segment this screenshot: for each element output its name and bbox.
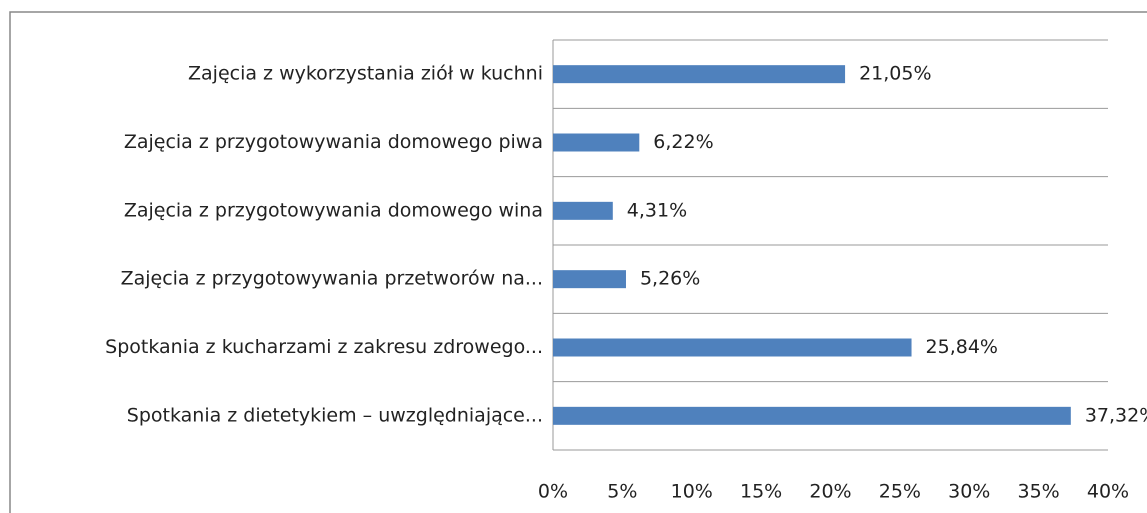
bar — [553, 338, 912, 357]
y-tick-label: Zajęcia z przygotowywania przetworów na.… — [121, 268, 543, 290]
data-label: 5,26% — [640, 268, 700, 290]
data-label: 25,84% — [926, 336, 998, 358]
x-tick-label: 15% — [740, 481, 782, 503]
chart-frame — [9, 11, 1147, 513]
x-tick-label: 10% — [671, 481, 713, 503]
y-tick-label: Spotkania z dietetykiem – uwzględniające… — [127, 404, 543, 426]
y-tick-label: Zajęcia z wykorzystania ziół w kuchni — [188, 63, 543, 85]
y-tick-label: Zajęcia z przygotowywania domowego piwa — [124, 131, 543, 153]
bar — [553, 201, 613, 220]
data-label: 6,22% — [653, 131, 713, 153]
bar — [553, 270, 626, 289]
x-tick-label: 35% — [1018, 481, 1060, 503]
x-tick-label: 25% — [879, 481, 921, 503]
data-label: 21,05% — [859, 63, 931, 85]
x-tick-label: 20% — [809, 481, 851, 503]
bar — [553, 133, 640, 152]
bar — [553, 406, 1071, 425]
y-tick-label: Zajęcia z przygotowywania domowego wina — [124, 199, 543, 221]
x-tick-label: 5% — [607, 481, 637, 503]
x-tick-label: 40% — [1087, 481, 1129, 503]
bar — [553, 65, 846, 84]
data-label: 4,31% — [627, 199, 687, 221]
data-label: 37,32% — [1085, 404, 1147, 426]
x-tick-label: 30% — [948, 481, 990, 503]
y-tick-label: Spotkania z kucharzami z zakresu zdroweg… — [105, 336, 543, 358]
x-tick-label: 0% — [538, 481, 568, 503]
